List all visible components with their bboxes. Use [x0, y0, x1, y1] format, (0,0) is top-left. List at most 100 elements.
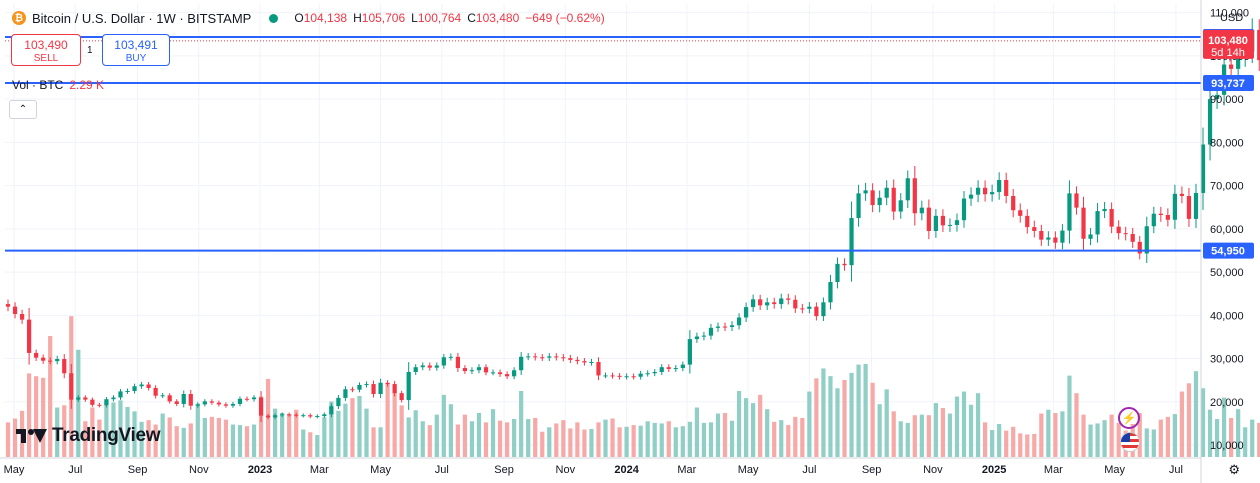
volume-bar — [708, 422, 714, 457]
candle-body — [715, 326, 721, 328]
candle-body — [779, 298, 784, 305]
candle-body — [41, 357, 46, 361]
bar-countdown-label: 5d 14h — [1211, 47, 1245, 59]
candle-body — [26, 319, 32, 353]
volume-bar — [701, 422, 707, 457]
volume-bar — [104, 400, 109, 457]
volume-bar — [1158, 419, 1163, 457]
lightning-icon[interactable]: ⚡ — [1118, 407, 1140, 429]
volume-bar — [1116, 422, 1121, 457]
candle-body — [216, 402, 222, 405]
candle-body — [322, 414, 327, 417]
volume-bar — [898, 421, 903, 457]
candle-body — [1053, 237, 1058, 243]
candle-body — [62, 358, 67, 374]
candle-body — [483, 367, 489, 373]
volume-bar — [322, 417, 327, 457]
candle-body — [132, 386, 137, 391]
y-tick-label: 90,000 — [1210, 94, 1244, 106]
volume-bar — [244, 426, 250, 457]
volume-bar — [793, 416, 798, 457]
volume-bar — [258, 396, 264, 457]
y-tick-label: 30,000 — [1210, 354, 1244, 366]
candle-body — [821, 302, 826, 317]
candle-body — [982, 187, 988, 195]
volume-bar — [195, 403, 200, 457]
volume-bar — [975, 393, 981, 457]
candle-body — [835, 263, 840, 283]
last-price-label-bg — [1203, 29, 1254, 59]
volume-bar — [990, 430, 995, 457]
candle-body — [575, 359, 580, 362]
us-flag-icon[interactable] — [1120, 432, 1140, 452]
volume-bar — [729, 420, 735, 457]
volume-bars — [5, 316, 1260, 457]
candle-body — [448, 356, 453, 358]
volume-bar — [146, 420, 151, 457]
volume-bar — [1074, 393, 1079, 457]
volume-bar — [694, 407, 700, 457]
candle-body — [1151, 213, 1156, 227]
x-tick-label: May — [1104, 464, 1125, 476]
volume-bar — [336, 410, 341, 457]
horizontal-line-label: 54,950 — [1211, 246, 1245, 258]
volume-bar — [687, 421, 692, 457]
currency-selector[interactable]: USD — [1220, 12, 1244, 24]
candle-body — [371, 384, 376, 395]
change-value: −649 (−0.62%) — [525, 11, 605, 25]
candle-body — [97, 404, 102, 406]
buy-button[interactable]: 103,491 BUY — [102, 34, 170, 66]
symbol-header[interactable]: ₿ Bitcoin / U.S. Dollar · 1W · BITSTAMP … — [12, 9, 605, 27]
settings-icon[interactable]: ⚙ — [1228, 462, 1240, 477]
volume-bar — [223, 419, 229, 457]
candle-body — [434, 365, 439, 368]
volume-bar — [167, 417, 172, 457]
horizontal-line-label-bg — [1203, 242, 1254, 259]
symbol-title[interactable]: Bitcoin / U.S. Dollar · 1W · BITSTAMP — [32, 10, 252, 26]
horizontal-line-label: 93,737 — [1211, 78, 1245, 90]
market-status-icon[interactable] — [269, 13, 279, 23]
candle-body — [638, 373, 643, 377]
volume-bar — [111, 402, 116, 457]
candle-body — [287, 414, 292, 416]
horizontal-lines[interactable] — [5, 36, 1201, 252]
collapse-legend-button[interactable]: ⌃ — [9, 100, 37, 119]
candle-body — [399, 393, 404, 401]
volume-bar — [287, 414, 292, 457]
volume-bar — [1257, 422, 1260, 457]
volume-bar — [835, 388, 840, 457]
candle-body — [884, 187, 889, 198]
volume-bar — [751, 403, 756, 457]
sell-button[interactable]: 103,490 SELL — [11, 34, 81, 66]
candle-body — [378, 382, 383, 395]
volume-bar — [1172, 414, 1177, 457]
candle-body — [1060, 230, 1065, 243]
volume-bar — [385, 383, 390, 457]
candle-body — [968, 194, 974, 199]
volume-bar — [125, 406, 130, 457]
candle-body — [701, 335, 707, 337]
candle-body — [1172, 193, 1177, 220]
volume-bar — [568, 428, 573, 457]
candle-body — [1025, 215, 1030, 228]
volume-legend[interactable]: Vol · BTC 2.29 K — [12, 78, 104, 92]
candle-body — [1186, 195, 1192, 219]
open-value: 104,138 — [303, 11, 348, 25]
candle-body — [209, 401, 214, 403]
volume-bar — [139, 421, 144, 457]
volume-bar — [1011, 426, 1016, 457]
x-tick-label: 2024 — [614, 464, 639, 476]
tradingview-logo[interactable]: TradingView — [16, 425, 161, 447]
candle-body — [273, 415, 278, 418]
candle-body — [617, 375, 622, 377]
volume-bar — [357, 395, 362, 457]
y-tick-label: 110,000 — [1210, 8, 1249, 20]
candle-body — [940, 215, 946, 226]
volume-bar — [589, 428, 594, 457]
volume-bar — [1236, 409, 1241, 457]
candle-body — [244, 398, 250, 400]
volume-bar — [1109, 414, 1114, 457]
candle-body — [891, 187, 896, 212]
volume-bar — [1025, 434, 1030, 457]
